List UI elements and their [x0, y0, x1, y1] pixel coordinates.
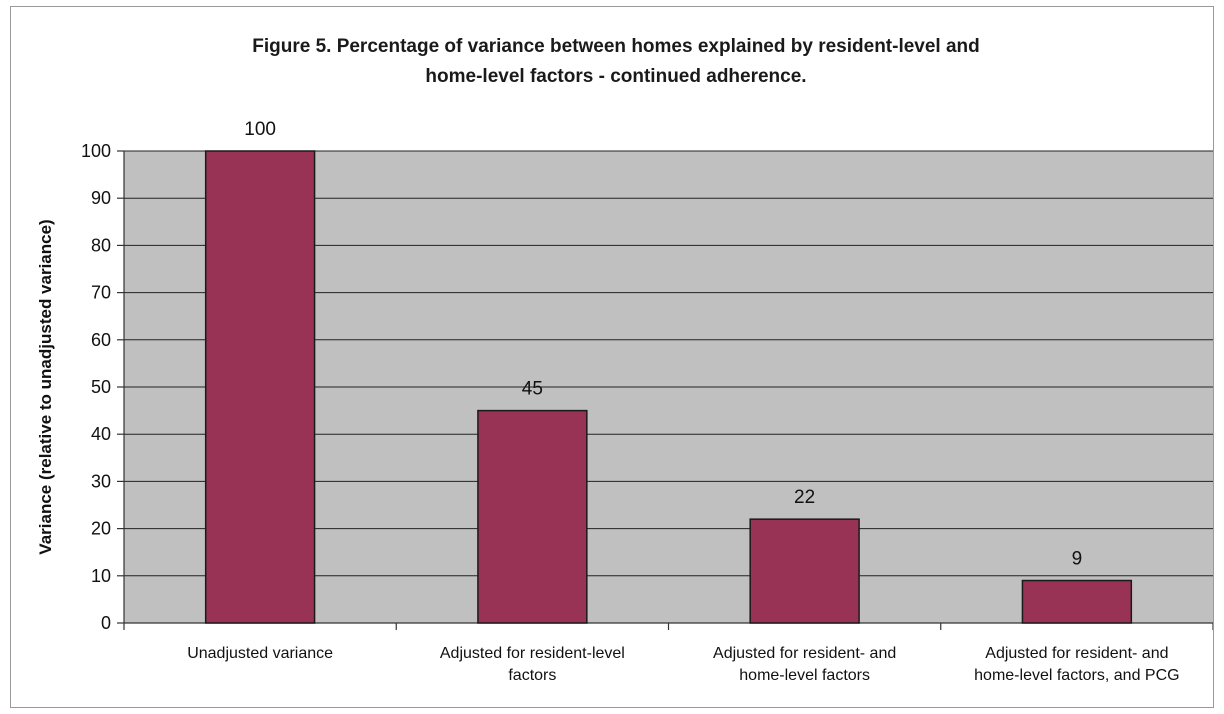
- y-tick-label: 20: [91, 519, 111, 539]
- data-label: 22: [794, 487, 815, 508]
- bar: [204, 150, 316, 624]
- x-axis: Unadjusted variance Adjusted for resident…: [123, 622, 1213, 684]
- x-tick-label: home-level factors, and PCG: [974, 667, 1179, 684]
- x-tick-label: Unadjusted variance: [187, 645, 333, 662]
- y-tick-label: 30: [91, 471, 111, 491]
- data-labels: 100 45 22 9: [244, 119, 1082, 570]
- bars: [204, 150, 1133, 624]
- y-tick-label: 10: [91, 566, 111, 586]
- data-label: 100: [244, 119, 276, 140]
- chart-frame: Figure 5. Percentage of variance between…: [10, 6, 1214, 708]
- x-tick-label: Adjusted for resident- and: [713, 645, 896, 662]
- chart-title: Figure 5. Percentage of variance between…: [252, 36, 980, 87]
- y-tick-label: 60: [91, 330, 111, 350]
- chart-title-line-2: home-level factors - continued adherence…: [425, 66, 806, 87]
- y-tick-label: 100: [81, 141, 111, 161]
- chart-title-line-1: Figure 5. Percentage of variance between…: [252, 36, 980, 57]
- y-axis: 0 10 20 30 40 50 60 70 80 90 100: [81, 141, 125, 633]
- x-tick-label: home-level factors: [739, 667, 870, 684]
- x-tick-label: Adjusted for resident-level: [440, 645, 625, 662]
- y-tick-label: 0: [101, 613, 111, 633]
- x-tick-label: Adjusted for resident- and: [985, 645, 1168, 662]
- bar-chart: Figure 5. Percentage of variance between…: [36, 36, 1213, 684]
- y-axis-label: Variance (relative to unadjusted varianc…: [36, 219, 55, 554]
- y-tick-label: 70: [91, 283, 111, 303]
- bar: [749, 518, 860, 624]
- y-tick-label: 80: [91, 235, 111, 255]
- x-tick-label: factors: [508, 667, 556, 684]
- y-tick-label: 50: [91, 377, 111, 397]
- y-tick-label: 40: [91, 424, 111, 444]
- bar: [477, 409, 588, 624]
- y-tick-label: 90: [91, 188, 111, 208]
- data-label: 9: [1072, 549, 1083, 570]
- bar: [1021, 579, 1133, 624]
- data-label: 45: [522, 379, 543, 400]
